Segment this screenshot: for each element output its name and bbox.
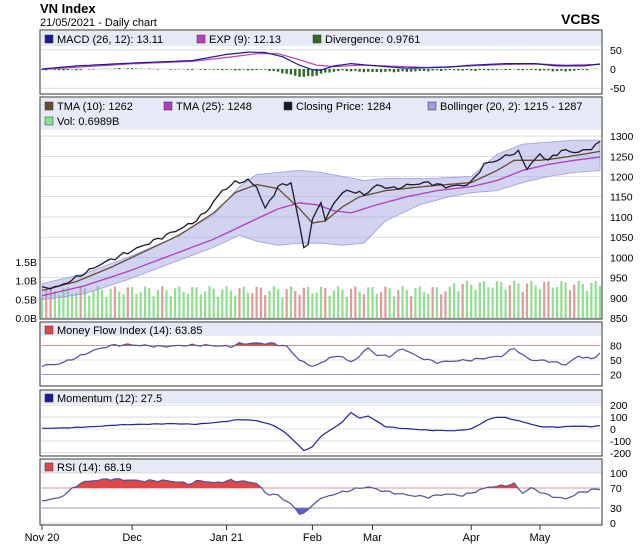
bollinger-legend-swatch [427,101,437,111]
vol-legend-swatch [44,116,54,126]
x-tick-label: Jan 21 [210,532,243,544]
price-tick-label: 1000 [610,252,634,264]
price-tick-label: 1200 [610,171,634,183]
price-tick-label: 1050 [610,232,634,244]
macd-tick-label: 50 [610,45,622,57]
momentum-tick-label: 0 [610,424,616,436]
x-tick-label: Apr [463,532,480,544]
rsi-line [41,478,601,515]
x-tick-label: Nov 20 [25,532,60,544]
brand-label: VCBS [561,11,600,27]
macd-line [41,51,601,71]
divergence-legend-label: Divergence: 0.9761 [325,34,420,46]
momentum-panel: Momentum (12): 27.5 [39,389,603,457]
volume-tick-label: 0.5B [15,294,37,306]
mfi-plot: 80 50 20 [41,341,622,381]
volume-tick-label: 1.0B [15,276,37,288]
mfi-tick-label: 80 [610,341,622,353]
macd-legend-swatch [44,34,54,44]
mfi-line [41,341,601,368]
price-legend-bar [41,98,601,130]
rsi-plot: 100 70 30 0 [41,468,628,530]
mfi-panel: Money Flow Index (14): 63.85 [39,321,603,387]
rsi-legend-bar [41,460,601,473]
momentum-tick-label: -200 [610,448,631,460]
rsi-legend-label: RSI (14): 68.19 [57,462,132,474]
vol-legend-label: Vol: 0.6989B [57,116,119,128]
tma10-legend-label: TMA (10): 1262 [57,101,133,113]
macd-legend-label: MACD (26, 12): 13.11 [57,34,163,46]
momentum-tick-label: 100 [610,412,628,424]
momentum-line [41,411,601,452]
closing-price-line [41,140,601,290]
tma10-line [41,150,601,292]
x-tick-label: May [530,532,551,544]
price-tick-label: 850 [610,313,628,325]
volume-tick-label: 1.5B [15,257,37,269]
close-legend-label: Closing Price: 1284 [296,101,391,113]
price-frame [39,96,603,320]
mfi-tick-label: 20 [610,369,622,381]
price-tick-label: 1300 [610,131,634,143]
price-tick-label: 1250 [610,151,634,163]
x-tick-label: Mar [363,532,382,544]
momentum-legend-bar [41,391,601,404]
rsi-legend-swatch [44,462,54,472]
macd-plot: 50 0 -50 [40,45,625,95]
exp-legend-swatch [196,34,206,44]
momentum-legend-swatch [44,393,54,403]
chart-marks: 500-501300125012001150110010501000950900… [15,45,633,530]
bollinger-legend-label: Bollinger (20, 2): 1215 - 1287 [440,101,582,113]
momentum-tick-label: -100 [610,436,631,448]
momentum-tick-label: 200 [610,400,628,412]
chart-title: VN Index [40,1,96,16]
x-tick-label: Dec [122,532,142,544]
rsi-tick-label: 100 [610,468,628,480]
rsi-tick-label: 70 [610,483,622,495]
tma10-legend-swatch [44,101,54,111]
x-axis: Nov 20 Dec Jan 21 Feb Mar Apr May [25,525,551,544]
price-tick-label: 900 [610,293,628,305]
tma25-line [41,156,601,297]
mfi-legend-swatch [44,325,54,335]
x-tick-label: Feb [303,532,322,544]
exp-legend-label: EXP (9): 12.13 [209,34,281,46]
volume-tick-label: 0.0B [15,313,37,325]
mfi-legend-bar [41,323,601,336]
price-panel: TMA (10): 1262 TMA (25): 1248 Closing Pr… [39,96,603,320]
mfi-tick-label: 50 [610,355,622,367]
exp-line [41,53,601,70]
close-legend-swatch [283,101,293,111]
macd-tick-label: 0 [610,64,616,76]
tma25-legend-label: TMA (25): 1248 [176,101,252,113]
divergence-legend-swatch [312,34,322,44]
rsi-tick-label: 0 [610,518,616,530]
macd-tick-label: -50 [610,83,625,95]
rsi-panel: RSI (14): 68.19 [39,458,603,526]
rsi-overbought-fill [42,478,600,488]
rsi-tick-label: 30 [610,503,622,515]
chart-subtitle: 21/05/2021 - Daily chart [40,17,157,29]
price-tick-label: 950 [610,273,628,285]
mfi-legend-label: Money Flow Index (14): 63.85 [57,325,203,337]
tma25-legend-swatch [163,101,173,111]
momentum-legend-label: Momentum (12): 27.5 [57,393,162,405]
price-plot: 1300 1250 1200 1150 1100 1050 1000 950 900 850 1.5… [15,131,633,325]
macd-panel: MACD (26, 12): 13.11 EXP (9): 12.13 Dive… [39,29,603,95]
price-tick-label: 1100 [610,212,633,224]
price-tick-label: 1150 [610,192,633,204]
